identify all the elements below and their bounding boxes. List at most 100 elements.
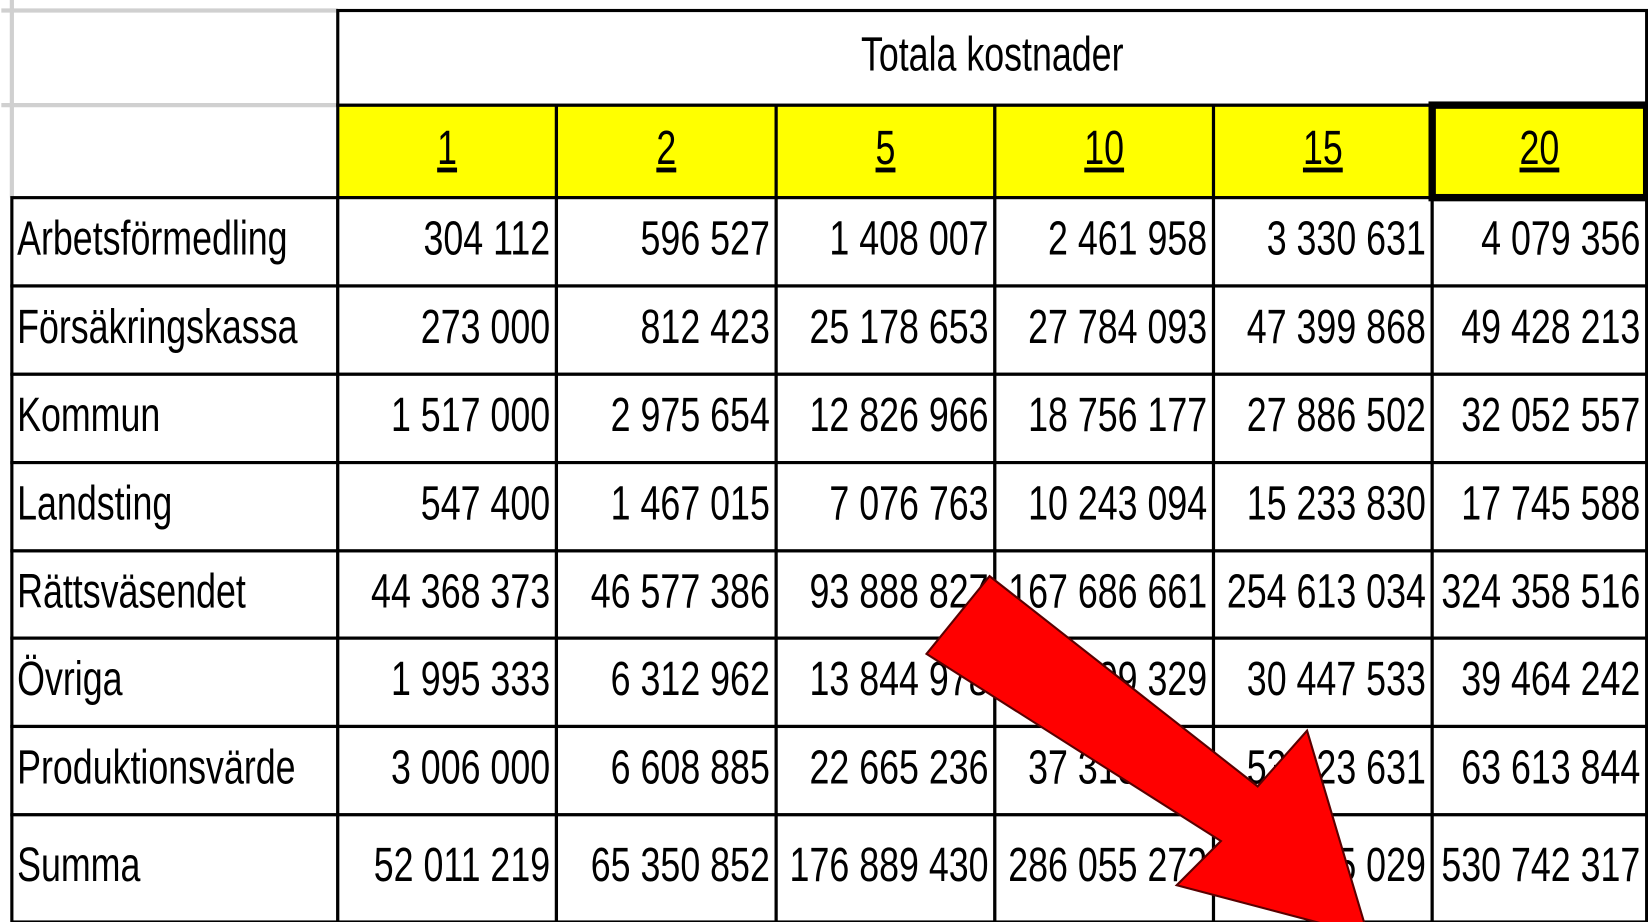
- value-cell: [1211, 196, 1434, 288]
- cell-text: Produktionsvärde: [17, 740, 295, 795]
- header-cell: [336, 103, 559, 200]
- cell-text: 812 423: [641, 300, 770, 355]
- cell-text: 167 686 661: [1008, 564, 1207, 619]
- cell-text: 324 358 516: [1441, 564, 1640, 619]
- row-label-cell: [10, 813, 340, 922]
- value-cell: [336, 636, 559, 729]
- value-cell: [1430, 549, 1648, 640]
- cell-text: 39 464 242: [1461, 652, 1640, 707]
- row-label-cell: [10, 372, 340, 465]
- cell-text: 44 368 373: [371, 564, 550, 619]
- cell-text: 47 399 868: [1247, 300, 1426, 355]
- value-cell: [1430, 636, 1648, 729]
- cell-text: 3 330 631: [1267, 211, 1426, 266]
- value-cell: [1430, 724, 1648, 817]
- value-cell: [774, 372, 997, 465]
- cell-text: 596 527: [641, 211, 770, 266]
- texts: 1 2 5 10 15 20 Totala kostnader Arbetsförmedlin…: [17, 27, 1640, 892]
- cell-text: 2 461 958: [1048, 211, 1207, 266]
- cell-text: Rättsväsendet: [17, 564, 246, 619]
- cell-text: 15: [1303, 121, 1343, 176]
- cell-text: 15 233 830: [1247, 476, 1426, 531]
- cell-text: Övriga: [17, 652, 123, 707]
- value-cell: [554, 636, 778, 729]
- value-cell: [1430, 813, 1648, 922]
- cell-text: 10: [1084, 121, 1124, 176]
- selected-cell: [1428, 101, 1648, 202]
- cell-text: 273 000: [421, 300, 550, 355]
- cell-text: 176 889 430: [790, 838, 989, 893]
- cell-text: 20: [1520, 121, 1560, 176]
- cell-text: 12 826 966: [809, 388, 988, 443]
- value-cell: [554, 461, 778, 553]
- cell-text: 65 350 852: [591, 838, 770, 893]
- cell-text: 32 052 557: [1461, 388, 1640, 443]
- cell-text: 3 006 000: [391, 740, 550, 795]
- value-cell: [336, 461, 559, 553]
- cell-text: 547 400: [421, 476, 550, 531]
- cell-text: Arbetsförmedling: [17, 211, 287, 266]
- cell-text: 27 886 502: [1247, 388, 1426, 443]
- cell-text: 17 745 588: [1461, 476, 1640, 531]
- row-label-cell: [10, 724, 340, 817]
- cell-text: 93 888 827: [809, 564, 988, 619]
- value-cell: [554, 549, 778, 640]
- cell-text: 1 408 007: [829, 211, 988, 266]
- cell-text: Kommun: [17, 388, 160, 443]
- value-cell: [554, 372, 778, 465]
- value-cell: [336, 372, 559, 465]
- cell-text: 1: [437, 121, 457, 176]
- cell-text: Försäkringskassa: [17, 300, 298, 355]
- value-cell: [993, 284, 1216, 376]
- row-label-cell: [10, 196, 340, 288]
- cell-text: 5: [876, 121, 896, 176]
- cell-text: 530 742 317: [1441, 838, 1640, 893]
- cell-text: Totala kostnader: [861, 27, 1124, 82]
- cell-text: Landsting: [17, 476, 172, 531]
- value-cell: [1211, 636, 1434, 729]
- cell-text: 27 784 093: [1028, 300, 1207, 355]
- value-cell: [336, 724, 559, 817]
- cell-text: 6 312 962: [611, 652, 770, 707]
- value-cell: [336, 284, 559, 376]
- row-label-cell: [10, 461, 340, 553]
- cell-text: 1 995 333: [391, 652, 550, 707]
- value-cell: [554, 813, 778, 922]
- cell-text: 1 517 000: [391, 388, 550, 443]
- value-cell: [554, 196, 778, 288]
- value-cell: [336, 196, 559, 288]
- row-label-cell: [10, 284, 340, 376]
- cell-text: 52 011 219: [374, 838, 550, 893]
- value-cell: [993, 372, 1216, 465]
- cell-text: 2: [656, 121, 676, 176]
- value-cell: [554, 284, 778, 376]
- value-cell: [1211, 549, 1434, 640]
- cell-text: 10 243 094: [1028, 476, 1207, 531]
- cell-text: 304 112: [423, 211, 550, 266]
- cell-text: 49 428 213: [1461, 300, 1640, 355]
- cell-text: 254 613 034: [1227, 564, 1426, 619]
- value-cell: [1430, 284, 1648, 376]
- cell-text: 18 756 177: [1028, 388, 1207, 443]
- value-cell: [774, 813, 997, 922]
- cell-text: 30 447 533: [1247, 652, 1426, 707]
- cell-text: 1 467 015: [611, 476, 770, 531]
- cell-text: 7 076 763: [829, 476, 988, 531]
- value-cell: [774, 284, 997, 376]
- title-cell: [336, 8, 1648, 107]
- value-cell: [554, 724, 778, 817]
- cell-text: 2 975 654: [611, 388, 770, 443]
- cell-text: 63 613 844: [1461, 740, 1640, 795]
- value-cell: [993, 196, 1216, 288]
- cell-text: 4 079 356: [1481, 211, 1640, 266]
- cell-text: Summa: [17, 838, 141, 893]
- cell-text: 286 055 272: [1008, 838, 1207, 893]
- row-label-cell: [10, 636, 340, 729]
- red-arrow: [924, 574, 1366, 922]
- cell-text: 6 608 885: [611, 740, 770, 795]
- cell-text: 25 178 653: [809, 300, 988, 355]
- header-cell: [774, 103, 997, 200]
